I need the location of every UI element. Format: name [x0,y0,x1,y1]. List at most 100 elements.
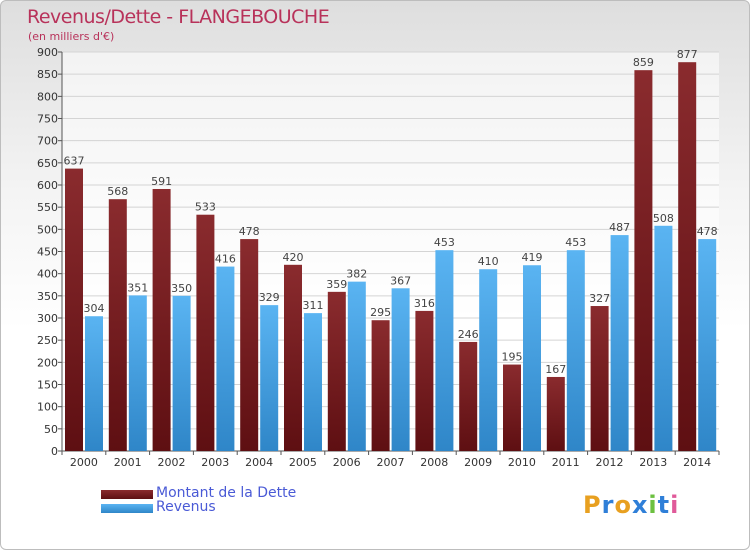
legend-swatch-revenus [101,504,153,513]
bar-revenus [610,235,629,451]
bar-revenus [523,265,541,451]
logo-letter: i [648,491,658,519]
x-tick-label: 2008 [420,456,448,469]
data-label-dette: 195 [502,351,523,364]
bar-revenus [128,295,147,451]
legend-label-revenus: Revenus [156,499,216,515]
data-label-revenus: 350 [171,282,192,295]
bar-revenus [566,250,585,451]
bar-revenus [347,281,366,451]
bar-dette [240,239,259,451]
bar-dette [108,199,127,451]
data-label-revenus: 351 [127,281,148,294]
y-tick-label: 550 [37,201,58,214]
data-label-dette: 877 [677,48,698,61]
bar-dette [546,376,565,451]
data-label-revenus: 304 [84,302,105,315]
x-tick-label: 2012 [596,456,624,469]
x-tick-label: 2005 [289,456,317,469]
data-label-dette: 359 [326,278,347,291]
y-tick-label: 100 [37,401,58,414]
y-tick-label: 0 [51,445,58,458]
data-label-dette: 637 [64,155,85,168]
y-tick-label: 350 [37,290,58,303]
bar-dette [371,320,390,451]
data-label-revenus: 416 [215,253,236,266]
x-tick-label: 2007 [377,456,405,469]
bar-revenus [304,313,322,451]
bar-dette [327,291,346,451]
y-tick-label: 300 [37,312,58,325]
bar-revenus [654,225,673,451]
y-tick-label: 150 [37,379,58,392]
data-label-dette: 295 [370,306,391,319]
data-label-revenus: 487 [609,221,630,234]
chart-title: Revenus/Dette - FLANGEBOUCHE [27,6,330,28]
data-label-dette: 859 [633,56,654,69]
logo-letter: P [583,491,602,519]
bar-dette [152,188,171,452]
y-tick-label: 900 [37,46,58,59]
bar-dette [284,264,302,451]
x-tick-label: 2006 [333,456,361,469]
data-label-dette: 533 [195,201,216,214]
y-tick-label: 500 [37,223,58,236]
y-tick-label: 600 [37,179,58,192]
bar-revenus [435,250,454,451]
data-label-revenus: 329 [259,291,280,304]
y-tick-label: 50 [44,423,58,436]
y-tick-label: 200 [37,356,58,369]
bar-dette [196,214,215,451]
proxiti-logo: Proxiti [583,491,679,519]
bar-revenus [216,266,235,451]
bar-dette [503,364,521,451]
data-label-revenus: 419 [522,251,543,264]
x-tick-label: 2003 [201,456,229,469]
bar-dette [678,62,697,452]
x-tick-label: 2002 [158,456,186,469]
logo-letter: i [670,491,680,519]
data-label-dette: 246 [458,328,479,341]
y-tick-label: 250 [37,334,58,347]
data-label-dette: 478 [239,225,260,238]
x-tick-label: 2013 [639,456,667,469]
y-tick-label: 850 [37,68,58,81]
data-label-revenus: 508 [653,212,674,225]
data-label-revenus: 382 [346,268,367,281]
x-tick-label: 2004 [245,456,273,469]
bar-dette [634,70,653,451]
bar-dette [459,341,478,451]
bar-dette [590,306,609,451]
data-label-revenus: 311 [303,299,324,312]
bar-revenus [479,269,498,451]
logo-letter: x [631,491,649,519]
chart-subtitle: (en milliers d'€) [28,30,115,43]
data-label-dette: 568 [107,185,128,198]
x-tick-label: 2009 [464,456,492,469]
data-label-dette: 316 [414,297,435,310]
data-label-dette: 420 [283,251,304,264]
logo-letter: t [657,491,671,519]
bar-revenus [260,305,279,451]
y-tick-label: 400 [37,268,58,281]
y-tick-label: 750 [37,113,58,126]
x-tick-label: 2014 [683,456,711,469]
legend-swatch-dette [101,490,153,499]
legend-label-dette: Montant de la Dette [156,485,297,501]
data-label-dette: 327 [589,292,610,305]
bar-revenus [85,316,103,451]
x-tick-label: 2010 [508,456,536,469]
bar-revenus [391,288,410,451]
y-tick-label: 700 [37,135,58,148]
bar-revenus [698,239,717,451]
x-tick-label: 2001 [114,456,142,469]
y-tick-label: 800 [37,90,58,103]
data-label-revenus: 453 [434,236,455,249]
x-tick-label: 2000 [70,456,98,469]
data-label-revenus: 478 [697,225,718,238]
data-label-dette: 167 [545,363,566,376]
x-tick-label: 2011 [552,456,580,469]
data-label-dette: 591 [151,175,172,188]
